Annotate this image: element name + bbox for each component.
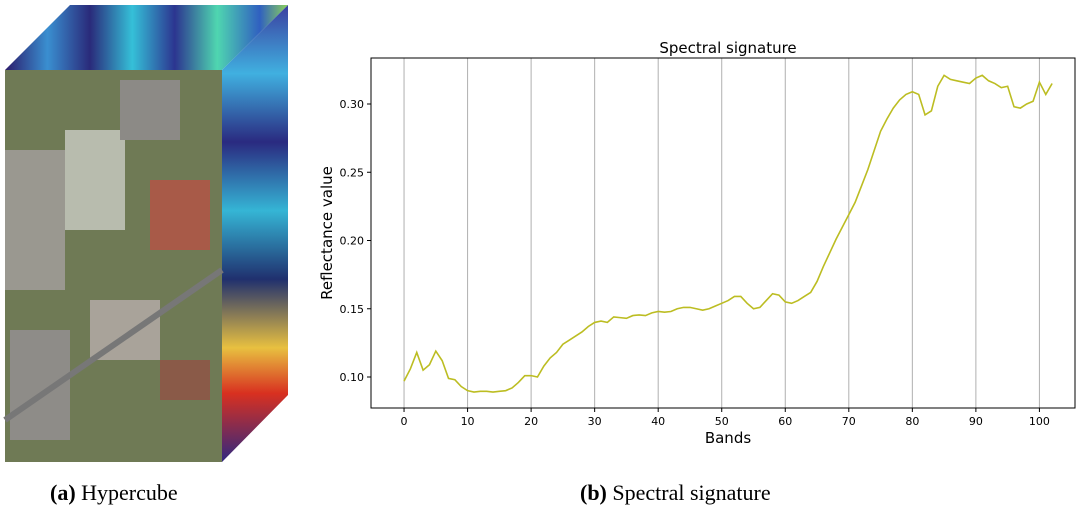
x-tick-label: 60 <box>778 415 792 428</box>
x-tick-label: 20 <box>524 415 538 428</box>
x-tick-label: 100 <box>1029 415 1050 428</box>
data-line <box>403 74 1053 393</box>
caption-a: (a) Hypercube <box>50 480 178 505</box>
image-patch <box>160 360 210 400</box>
x-tick-label: 10 <box>461 415 475 428</box>
caption-text: Hypercube <box>81 480 178 505</box>
caption-b: (b) Spectral signature <box>580 480 771 505</box>
image-patch <box>120 80 180 140</box>
chart-title: Spectral signature <box>659 39 796 57</box>
caption-label: (b) <box>580 480 607 505</box>
image-patch <box>5 150 65 290</box>
plot-frame <box>370 57 1076 409</box>
y-tick-label: 0.25 <box>340 166 365 179</box>
x-tick-label: 70 <box>842 415 856 428</box>
cube-top <box>5 5 288 70</box>
hypercube <box>3 5 288 462</box>
y-tick-label: 0.20 <box>340 235 365 248</box>
caption-label: (a) <box>50 480 76 505</box>
x-tick-label: 90 <box>969 415 983 428</box>
cube-side <box>222 5 288 462</box>
road <box>3 267 224 423</box>
y-tick-label: 0.10 <box>340 371 365 384</box>
image-patch <box>65 130 125 230</box>
x-tick-label: 40 <box>651 415 665 428</box>
caption-text: Spectral signature <box>612 480 770 505</box>
x-tick-label: 0 <box>401 415 408 428</box>
x-axis-label: Bands <box>705 429 752 447</box>
y-tick-label: 0.15 <box>340 303 365 316</box>
y-tick-label: 0.30 <box>340 98 365 111</box>
x-tick-label: 30 <box>588 415 602 428</box>
x-tick-label: 80 <box>905 415 919 428</box>
image-patch <box>10 330 70 440</box>
image-patch <box>150 180 210 250</box>
y-axis-label: Reflectance value <box>318 166 336 300</box>
x-tick-label: 50 <box>715 415 729 428</box>
plot: 0 10 20 30 40 50 60 70 80 90 100 0.10 0.15 0.20 0.25 0.… <box>340 57 1076 428</box>
